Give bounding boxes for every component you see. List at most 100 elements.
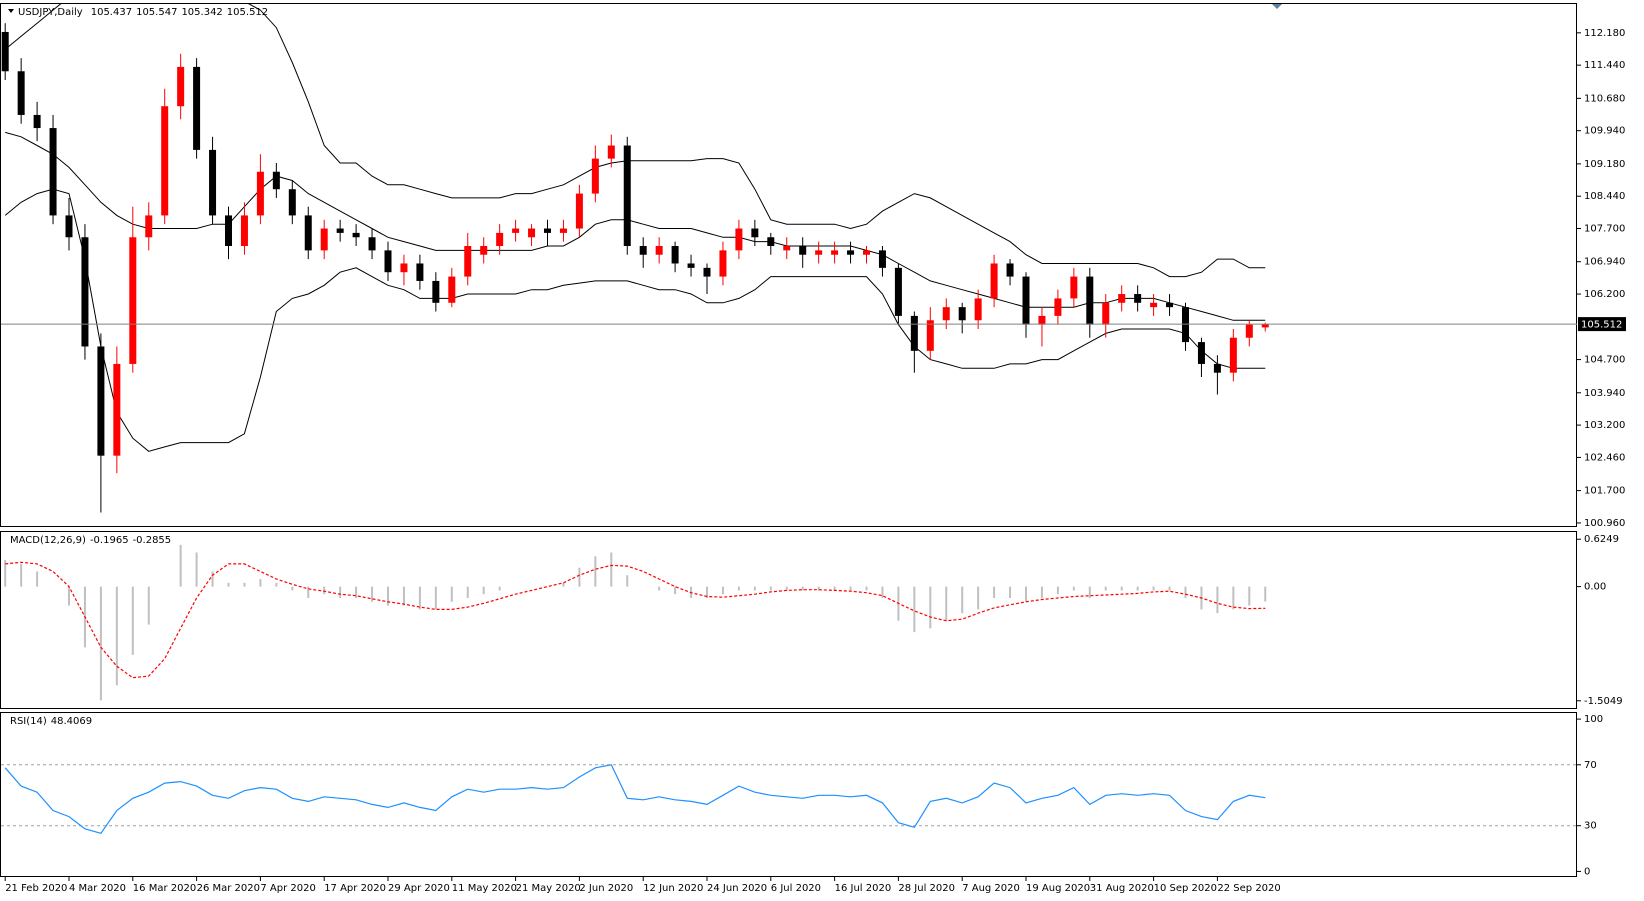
last-open: 105.437 [91, 7, 132, 18]
x-tick-label: 31 Aug 2020 [1090, 883, 1154, 894]
candle-body [751, 228, 759, 238]
candle-body [384, 250, 392, 273]
candle-body [1070, 276, 1078, 299]
macd-header: MACD(12,26,9) -0.1965 -0.2855 [10, 535, 171, 546]
candle-body [33, 114, 41, 129]
candle-body [1213, 363, 1221, 373]
candle-body [225, 215, 232, 246]
candle-body [1102, 302, 1110, 325]
candle-body [1150, 302, 1158, 308]
y-tick-label: 0 [1584, 866, 1590, 877]
y-tick-label: 103.200 [1584, 420, 1625, 431]
y-tick-label: 70 [1584, 760, 1597, 771]
x-tick-label: 26 Mar 2020 [197, 883, 260, 894]
candle-body [528, 228, 536, 238]
candle-body [799, 245, 807, 255]
y-tick-label: 101.700 [1584, 486, 1625, 497]
x-tick-label: 24 Jun 2020 [707, 883, 767, 894]
candle-body [49, 128, 57, 216]
x-tick-label: 2 Jun 2020 [579, 883, 633, 894]
rsi-title: RSI(14) [10, 716, 47, 727]
rsi-last: 48.4069 [51, 716, 92, 727]
candle-body [209, 149, 217, 216]
x-tick-label: 28 Jul 2020 [898, 883, 955, 894]
candle-body [496, 232, 504, 246]
last-low: 105.342 [181, 7, 222, 18]
price-label-box [1578, 317, 1626, 332]
x-tick-label: 11 May 2020 [452, 883, 517, 894]
candle-body [1261, 324, 1269, 328]
rsi-line [4, 764, 1266, 834]
candle-body [336, 228, 344, 233]
candle-body [1006, 263, 1014, 277]
candle-body [655, 245, 663, 255]
plot-area [1, 4, 1269, 513]
candle-body [416, 263, 424, 281]
y-tick-label: 30 [1584, 821, 1597, 832]
candle-body [559, 228, 567, 233]
signal-line [5, 561, 1266, 679]
macd-last: -0.1965 [90, 535, 129, 546]
candle-body [129, 237, 137, 364]
candle-body [894, 267, 902, 316]
candle-body [942, 307, 950, 321]
candle-body [1134, 294, 1142, 303]
bollinger-band [4, 4, 1266, 278]
macd-panel [0, 531, 1577, 709]
y-tick-label: 112.180 [1584, 28, 1625, 39]
y-tick-label: 102.460 [1584, 452, 1625, 463]
y-tick-label: 106.200 [1584, 289, 1625, 300]
candle-body [512, 228, 520, 233]
x-tick-label: 6 Jul 2020 [771, 883, 821, 894]
candle-body [1182, 307, 1189, 343]
last-high: 105.547 [136, 7, 177, 18]
candle-body [623, 145, 631, 246]
candle-body [432, 280, 440, 303]
rsi-header: RSI(14) 48.4069 [10, 716, 92, 727]
candle-body [863, 250, 870, 255]
candle-body [575, 193, 583, 229]
y-tick-label: 108.440 [1584, 191, 1625, 202]
candle-body [958, 307, 966, 321]
y-tick-label: -1.5049 [1584, 696, 1623, 707]
y-tick-label: 100 [1584, 714, 1603, 725]
candle-body [256, 171, 264, 216]
candle-body [320, 228, 328, 251]
candle-body [1229, 337, 1237, 373]
y-tick-label: 0.6249 [1584, 534, 1619, 545]
candle-body [17, 71, 25, 115]
candle-body [767, 237, 775, 246]
bollinger-band [4, 188, 1266, 452]
candle-body [1245, 324, 1253, 338]
candle-body [990, 263, 998, 299]
candle-body [304, 215, 312, 251]
y-tick-label: 109.940 [1584, 126, 1625, 137]
candle-body [1118, 294, 1126, 303]
x-tick-label: 16 Mar 2020 [133, 883, 196, 894]
candle-body [639, 245, 647, 255]
candle-body [400, 263, 408, 273]
x-tick-label: 21 Feb 2020 [5, 883, 67, 894]
candle-body [352, 232, 360, 238]
candle-body [113, 363, 121, 456]
candle-body [719, 250, 727, 277]
x-tick-label: 10 Sep 2020 [1154, 883, 1217, 894]
candle-body [368, 237, 376, 251]
candle-body [687, 263, 695, 268]
candle-body [831, 250, 839, 255]
y-tick-label: 106.940 [1584, 257, 1625, 268]
candle-body [1, 31, 9, 72]
x-tick-label: 7 Aug 2020 [962, 883, 1020, 894]
candle-body [1197, 342, 1205, 364]
shift-marker[interactable] [1272, 4, 1282, 9]
menu-arrow[interactable] [8, 9, 14, 13]
candle-body [177, 66, 185, 107]
x-tick-label: 22 Sep 2020 [1217, 883, 1280, 894]
candle-body [288, 189, 296, 216]
x-tick-label: 29 Apr 2020 [388, 883, 450, 894]
candle-body [703, 267, 711, 277]
candle-body [974, 298, 982, 321]
x-tick-label: 17 Apr 2020 [324, 883, 386, 894]
